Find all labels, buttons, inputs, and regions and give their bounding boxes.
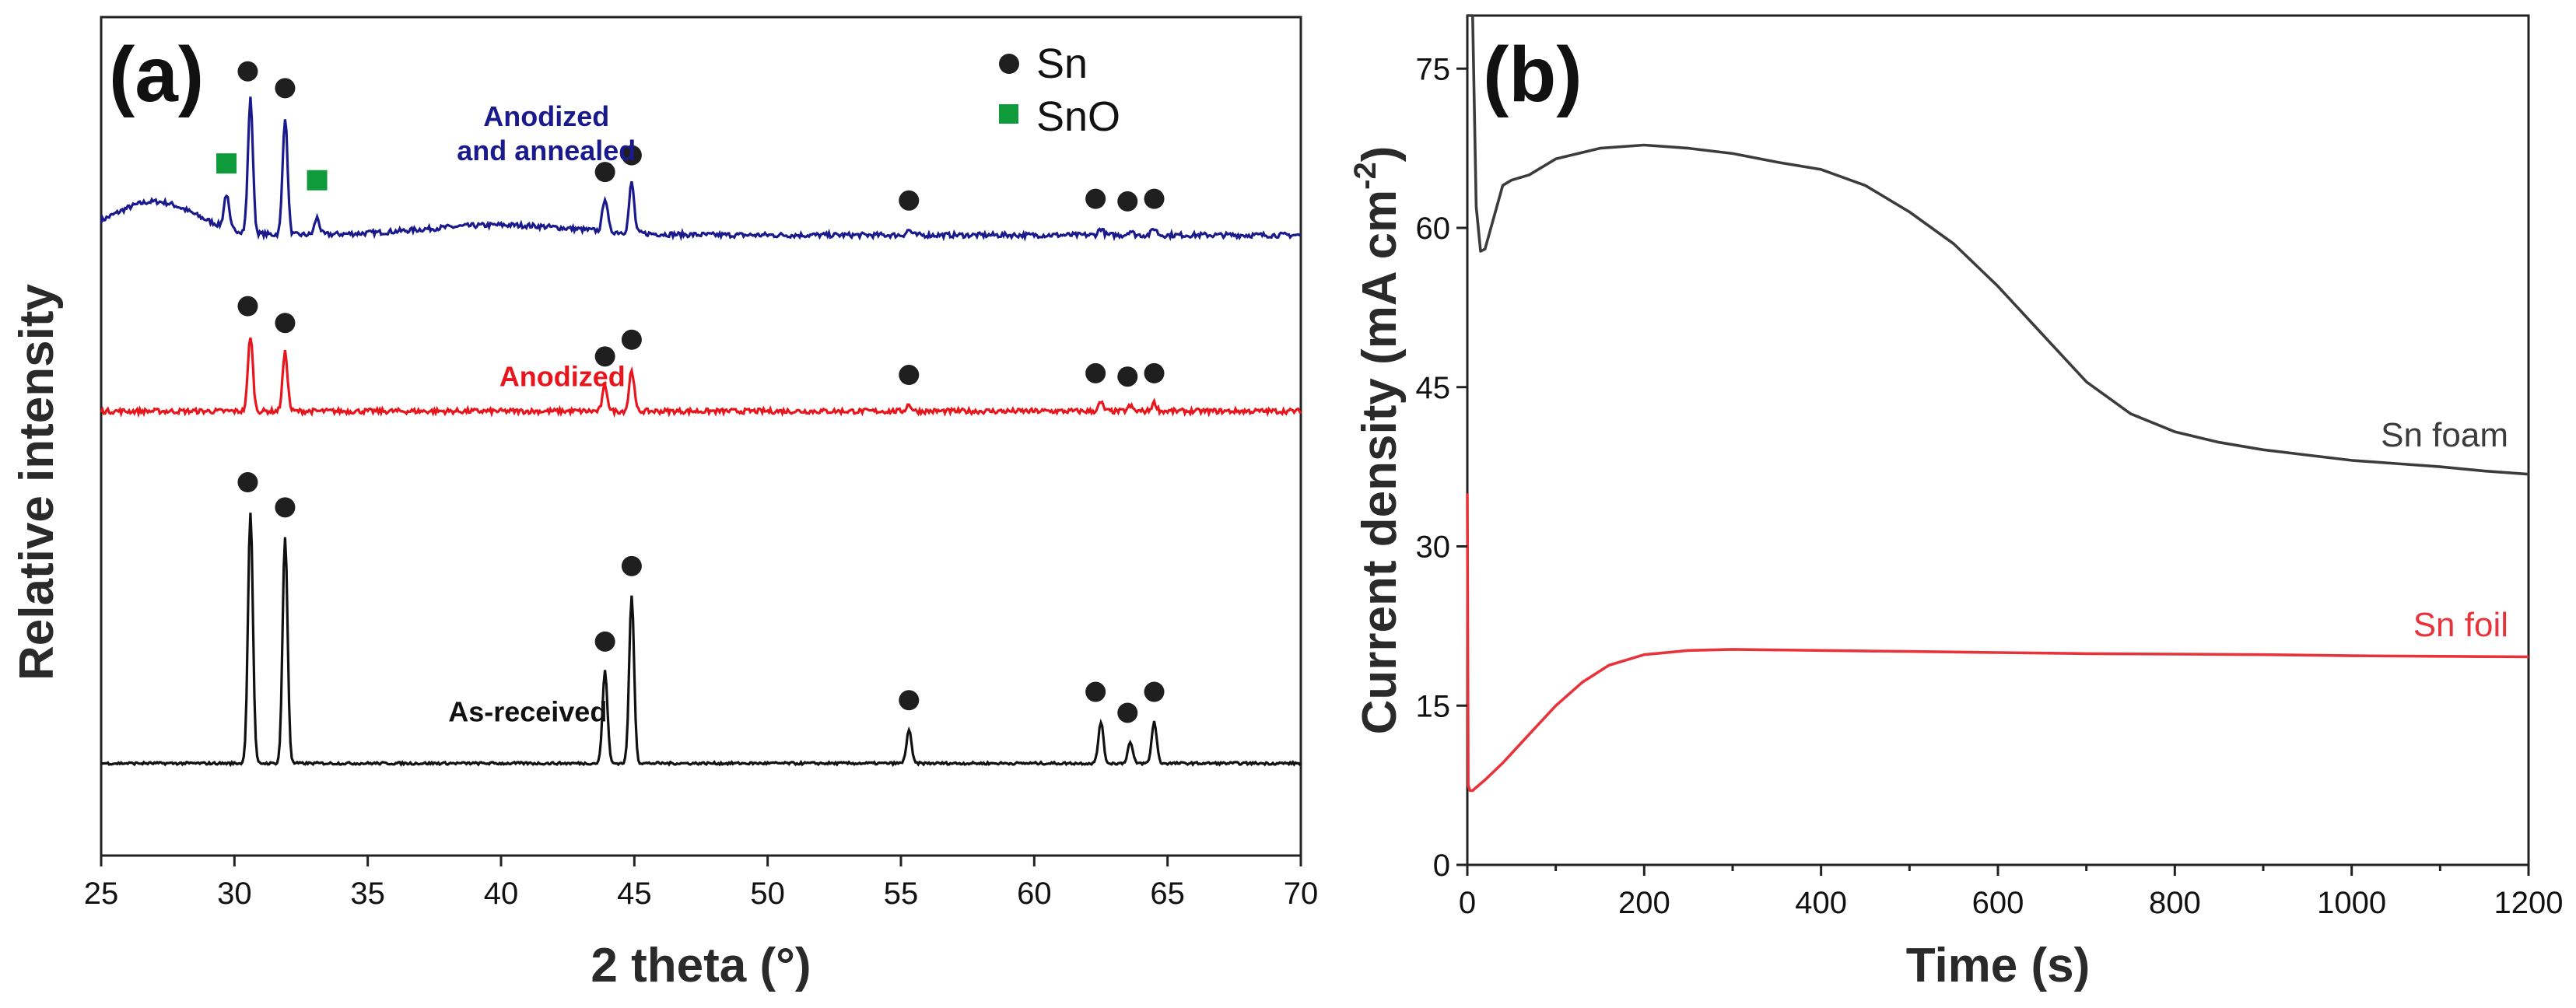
panel-b-letter: (b) <box>1483 31 1582 118</box>
sn-peak-marker <box>1117 366 1138 387</box>
panel-a-x-tick-label: 45 <box>617 877 652 911</box>
sn-peak-marker <box>1144 362 1165 383</box>
panel-b-x-tick-label: 1200 <box>2494 886 2564 920</box>
sn-peak-marker <box>899 690 920 711</box>
trace-anodized-and-annealed <box>100 96 1302 242</box>
panel-b-y-tick-label: 0 <box>1433 849 1450 883</box>
panel-a-x-ticks: 25 30 35 40 45 50 55 60 65 70 <box>84 856 1319 911</box>
panel-b-x-tick-label: 400 <box>1795 886 1847 920</box>
legend-sno-label: SnO <box>1036 93 1120 140</box>
panel-b-curves <box>1466 14 2529 793</box>
panel-a-y-axis-title: Relative intensity <box>10 284 64 681</box>
legend-sn-marker <box>999 54 1019 74</box>
panel-b-y-axis-title: Current density (mA cm-2) <box>1348 146 1407 735</box>
sn-peak-marker <box>275 78 296 99</box>
panel-b-x-tick-label: 1000 <box>2317 886 2386 920</box>
sn-peak-marker <box>1085 362 1106 383</box>
panel-b-y-tick-label: 30 <box>1416 530 1451 565</box>
curve-sn-foam <box>1467 14 2529 476</box>
panel-b-plot-frame <box>1466 14 2530 866</box>
sn-peak-marker <box>594 346 615 367</box>
sn-peak-marker <box>237 61 258 82</box>
panel-a-x-tick-label: 70 <box>1284 877 1319 911</box>
sno-peak-marker <box>216 153 237 174</box>
panel-b-x-tick-label: 600 <box>1972 886 2024 920</box>
sn-peak-marker <box>621 555 642 576</box>
panel-b-y-tick-label: 75 <box>1416 52 1451 86</box>
panel-b-x-tick-label: 800 <box>2149 886 2201 920</box>
sn-peak-marker <box>1144 188 1165 209</box>
panel-b-y-ticks: 0 15 30 45 60 75 <box>1416 52 1467 883</box>
panel-b-x-axis-title: Time (s) <box>1906 939 2091 992</box>
panel-b-y-axis-title-close: ) <box>1353 146 1407 163</box>
panel-a-letter: (a) <box>109 31 204 118</box>
sn-peak-marker <box>1117 702 1138 723</box>
sn-foil-label: Sn foil <box>2413 606 2508 644</box>
panel-a-legend: Sn SnO <box>999 40 1120 140</box>
sn-peak-marker <box>594 631 615 652</box>
panel-a-x-axis-title: 2 theta (°) <box>591 939 811 992</box>
panel-b-y-axis-title-main: Current density (mA cm <box>1353 190 1407 735</box>
panel-b-x-ticks: 0 200 400 600 800 1000 1200 <box>1459 865 2564 920</box>
sno-peak-marker <box>307 170 328 191</box>
panel-a-x-tick-label: 25 <box>84 877 119 911</box>
trace-anodized <box>100 337 1302 418</box>
panel-b-y-tick-label: 45 <box>1416 371 1451 405</box>
sn-peak-marker <box>1117 191 1138 212</box>
sn-peak-marker <box>275 497 296 518</box>
panel-b-y-tick-label: 60 <box>1416 212 1451 246</box>
trace-label-line1: As-received <box>448 696 607 728</box>
curve-sn-foil <box>1466 493 2529 793</box>
panel-b-x-tick-label: 0 <box>1459 886 1476 920</box>
panel-a-x-tick-label: 65 <box>1150 877 1185 911</box>
trace-label-line1: Anodized <box>499 360 626 392</box>
panel-a-x-tick-label: 50 <box>750 877 785 911</box>
sn-peak-marker <box>594 162 615 183</box>
panel-a-traces <box>100 96 1302 768</box>
legend-sn-label: Sn <box>1036 40 1088 87</box>
panel-b-current-density-chart: 0 200 400 600 800 1000 1200 0 15 30 45 60 75 (b) Ti… <box>1348 14 2564 992</box>
panel-b-y-tick-label: 15 <box>1416 689 1451 723</box>
sn-peak-marker <box>899 365 920 386</box>
panel-a-x-tick-label: 35 <box>350 877 385 911</box>
sn-peak-marker <box>237 472 258 493</box>
panel-a-plot-frame <box>100 16 1302 857</box>
trace-as-received <box>100 513 1302 768</box>
sn-peak-marker <box>899 190 920 211</box>
sn-foam-label: Sn foam <box>2381 416 2508 454</box>
panel-b-y-axis-title-sup: -2 <box>1348 162 1383 190</box>
sn-peak-marker <box>275 313 296 334</box>
panel-a-x-tick-label: 30 <box>217 877 252 911</box>
panel-b-x-tick-label: 200 <box>1618 886 1670 920</box>
sn-peak-marker <box>1085 681 1106 702</box>
trace-label-line2: and annealed <box>457 135 636 166</box>
panel-a-x-tick-label: 55 <box>884 877 919 911</box>
panel-a-peak-markers <box>216 61 1165 723</box>
trace-label-line1: Anodized <box>483 100 609 132</box>
sn-peak-marker <box>621 329 642 350</box>
sn-peak-marker <box>237 296 258 317</box>
sn-peak-marker <box>1144 681 1165 702</box>
sn-peak-marker <box>1085 188 1106 209</box>
panel-a-x-tick-label: 60 <box>1017 877 1052 911</box>
sn-peak-marker <box>621 145 642 166</box>
panel-a-x-tick-label: 40 <box>484 877 519 911</box>
legend-sno-marker <box>999 104 1018 124</box>
